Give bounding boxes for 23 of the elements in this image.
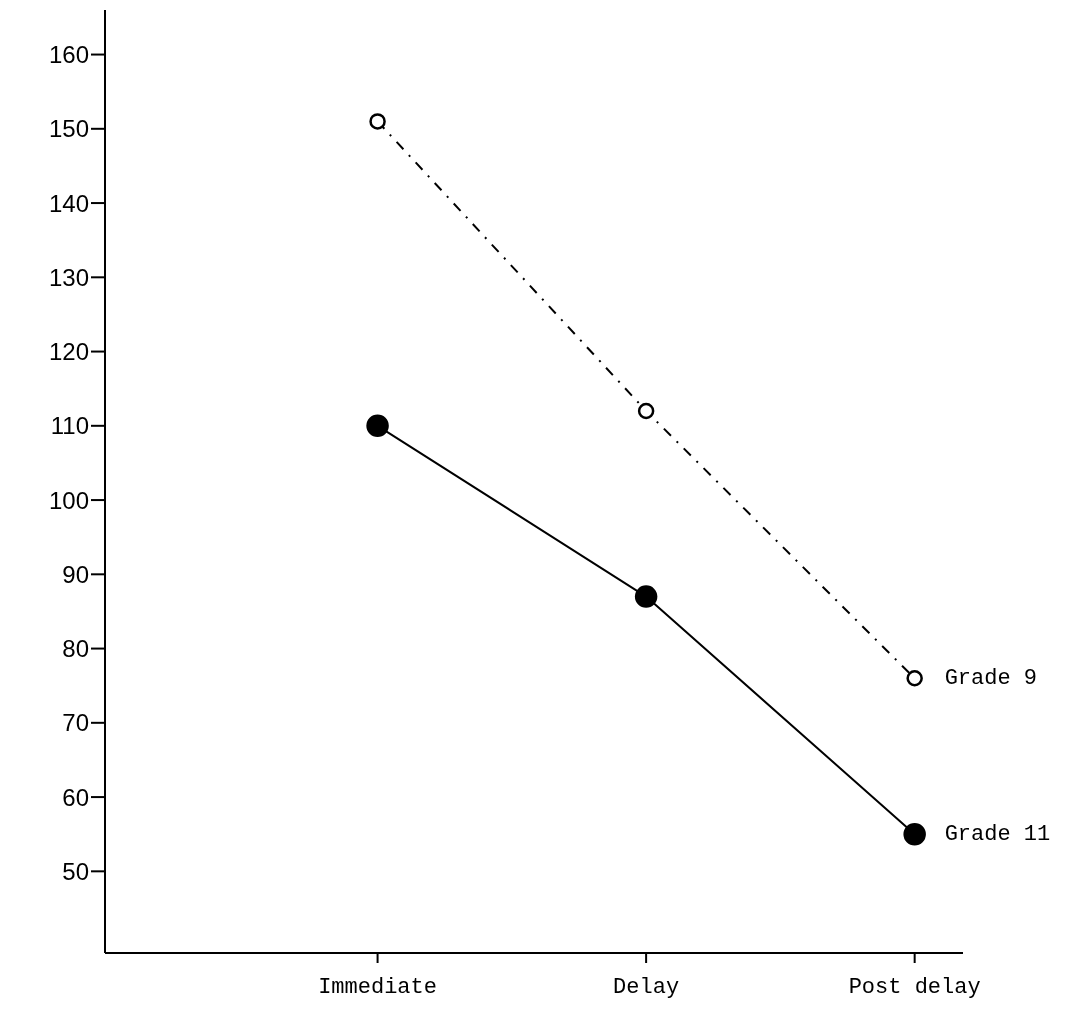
x-tick-label: Post delay <box>848 974 981 1000</box>
point <box>637 402 655 420</box>
y-tick-label: 70 <box>62 709 89 737</box>
series-label: Grade 11 <box>944 822 1051 848</box>
x-tick-label: Delay <box>613 974 680 1000</box>
x-tick-label: Immediate <box>318 974 437 1000</box>
y-tick-label: 140 <box>48 189 89 217</box>
y-tick-label: 110 <box>50 412 89 440</box>
y-tick-label: 120 <box>48 338 89 366</box>
series-label: Grade 9 <box>944 666 1038 692</box>
y-tick-label: 50 <box>62 857 89 885</box>
point <box>634 585 658 608</box>
point <box>366 414 389 438</box>
y-tick-label: 150 <box>48 115 89 143</box>
y-tick-label: 100 <box>48 486 89 514</box>
y-tick-label: 60 <box>62 783 89 811</box>
y-tick-label: 90 <box>62 560 89 588</box>
y-tick-label: 80 <box>62 635 89 663</box>
point <box>903 822 926 846</box>
y-tick-label: 160 <box>48 41 89 69</box>
y-tick-label: 130 <box>48 263 89 291</box>
point <box>369 113 386 130</box>
point <box>906 670 923 687</box>
